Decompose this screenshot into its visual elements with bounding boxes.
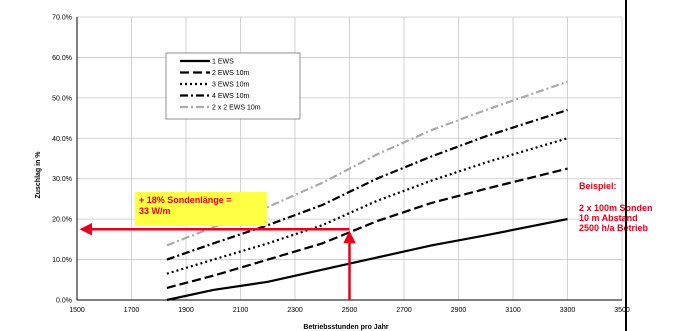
- x-tick-label: 1700: [124, 307, 140, 314]
- x-tick-label: 2100: [233, 307, 249, 314]
- x-tick-label: 1900: [178, 307, 194, 314]
- x-tick-label: 2500: [342, 307, 358, 314]
- x-tick-label: 2700: [396, 307, 412, 314]
- legend-label: 4 EWS 10m: [212, 93, 250, 100]
- x-tick-label: 1500: [69, 307, 85, 314]
- series-line-4: [166, 108, 568, 261]
- legend-label: 1 EWS: [212, 59, 234, 66]
- x-tick-labels: 1500 1700 1900 2100 2300 2500 2700 2900 3100 3300…: [69, 307, 630, 314]
- x-tick-label: 3500: [614, 307, 630, 314]
- series-line-2: [166, 167, 568, 289]
- legend: 1 EWS 2 EWS 10m 3 EWS 10m 4 EWS 10m 2 x 2 EW…: [165, 52, 301, 120]
- y-tick-label: 70.0%: [52, 15, 72, 22]
- legend-label: 2 x 2 EWS 10m: [212, 105, 261, 112]
- page-border: [625, 0, 627, 331]
- annotation-arrows: [79, 223, 356, 300]
- x-tick-label: 2900: [451, 307, 467, 314]
- example-line-2: 10 m Abstand: [579, 213, 638, 223]
- legend-box: [165, 52, 301, 120]
- y-tick-labels: 0.0% 10.0% 20.0% 30.0% 40.0% 50.0% 60.0% 70.0%: [52, 15, 72, 305]
- example-line-3: 2500 h/a Betrieb: [579, 223, 649, 233]
- callout-line-2: 33 W/m: [139, 206, 171, 216]
- callout-line-1: + 18% Sondenlänge =: [139, 195, 232, 205]
- x-tick-label: 3100: [505, 307, 521, 314]
- y-tick-label: 20.0%: [52, 217, 72, 224]
- y-tick-label: 30.0%: [52, 176, 72, 183]
- x-tick-label: 3300: [560, 307, 576, 314]
- callout-box: + 18% Sondenlänge = 33 W/m: [135, 192, 267, 226]
- x-axis-title: Betriebsstunden pro Jahr: [303, 324, 388, 331]
- x-tick-label: 2300: [287, 307, 303, 314]
- y-tick-label: 10.0%: [52, 257, 72, 264]
- legend-label: 2 EWS 10m: [212, 70, 250, 77]
- legend-label: 3 EWS 10m: [212, 82, 250, 89]
- example-line-1: 2 x 100m Sonden: [579, 203, 653, 213]
- y-axis-title: Zuschlag in %: [35, 151, 42, 199]
- example-title: Beispiel:: [579, 181, 617, 191]
- y-tick-label: 0.0%: [56, 298, 72, 305]
- example-note: Beispiel: 2 x 100m Sonden 10 m Abstand 2…: [579, 181, 679, 233]
- y-tick-label: 50.0%: [52, 95, 72, 102]
- y-tick-label: 60.0%: [52, 55, 72, 62]
- y-tick-label: 40.0%: [52, 136, 72, 143]
